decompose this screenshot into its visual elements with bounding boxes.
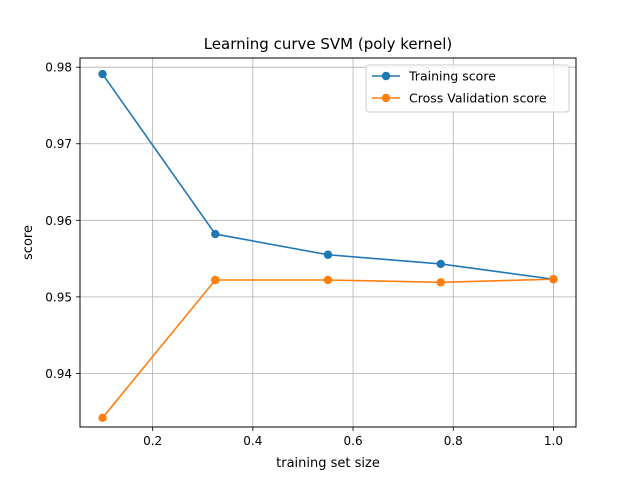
legend-box [365, 64, 570, 113]
legend-marker [381, 93, 391, 103]
data-point [98, 69, 107, 79]
data-point [323, 275, 333, 285]
x-tick-label: 0.2 [143, 434, 162, 448]
y-tick-label: 0.97 [45, 137, 72, 151]
legend-marker [381, 71, 391, 81]
y-axis-label: score [21, 225, 36, 260]
legend: Training score Cross Validation score [365, 64, 570, 113]
x-tick-label: 0.6 [344, 434, 363, 448]
data-point [549, 275, 558, 284]
x-tick-label: 0.8 [444, 434, 463, 448]
axis-ticks: 0.2 0.4 0.6 0.8 1.0 0.94 0.95 0.96 0.97 0.98 [45, 61, 563, 448]
data-point [323, 250, 333, 259]
y-tick-label: 0.94 [45, 367, 72, 381]
y-tick-label: 0.96 [45, 214, 72, 228]
data-series [98, 69, 558, 423]
legend-label: Cross Validation score [409, 91, 547, 106]
x-axis-label: training set size [276, 456, 380, 471]
plot-frame [79, 57, 577, 428]
x-tick-label: 1.0 [544, 434, 563, 448]
legend-label: Training score [408, 69, 496, 84]
y-tick-label: 0.98 [45, 61, 72, 75]
chart-title: Learning curve SVM (poly kernel) [204, 35, 453, 53]
data-point [211, 275, 220, 285]
data-point [98, 413, 107, 423]
series-cross-validation-score [98, 275, 558, 423]
data-point [211, 229, 220, 239]
x-tick-label: 0.4 [243, 434, 262, 448]
data-point [436, 259, 445, 269]
data-point [436, 278, 445, 287]
y-tick-label: 0.95 [45, 290, 72, 304]
